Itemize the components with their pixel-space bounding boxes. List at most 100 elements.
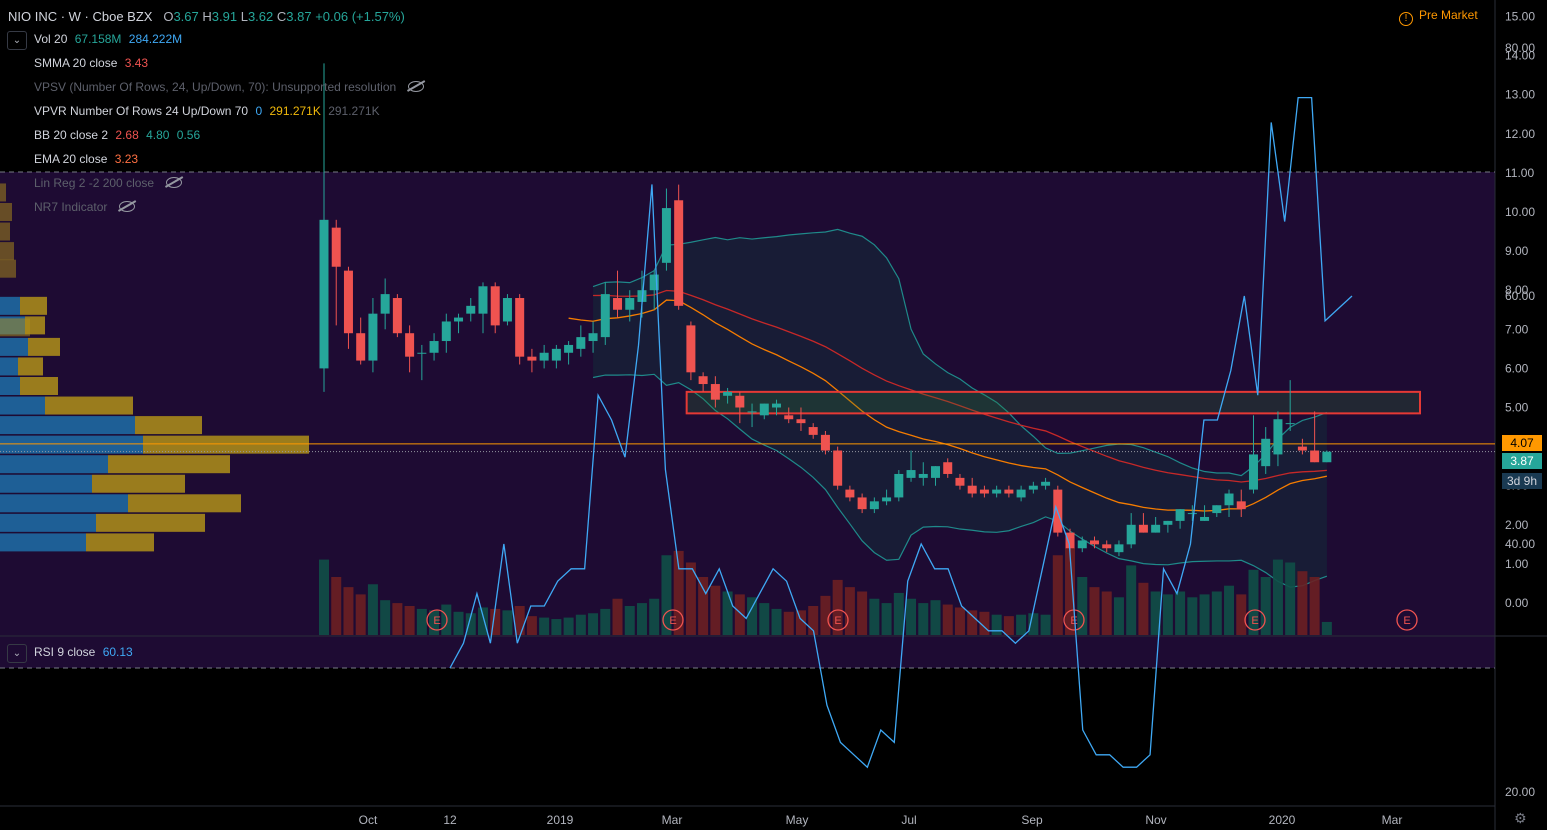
collapse-rsi-button[interactable]: ⌄ bbox=[7, 644, 27, 663]
candle-body bbox=[820, 434, 830, 451]
volume-bar bbox=[1211, 591, 1222, 635]
low-label: L bbox=[240, 9, 248, 24]
smma-value: 3.43 bbox=[124, 56, 149, 70]
legend-vol[interactable]: Vol 20 67.158M 284.222M bbox=[34, 32, 186, 46]
candle-body bbox=[576, 337, 586, 349]
vpvr-up-bar bbox=[0, 357, 18, 376]
candle-body bbox=[1200, 516, 1210, 521]
gear-icon[interactable]: ⚙ bbox=[1514, 810, 1527, 826]
earnings-marker bbox=[1396, 609, 1418, 631]
volume-bar bbox=[575, 614, 586, 635]
candle-body bbox=[515, 298, 525, 357]
hidden-eye-icon[interactable] bbox=[166, 177, 183, 188]
hidden-eye-icon[interactable] bbox=[119, 201, 136, 212]
earnings-marker bbox=[426, 609, 448, 631]
candle-body bbox=[967, 485, 977, 494]
volume-bar bbox=[636, 603, 647, 635]
price-tick-label: 2.00 bbox=[1505, 518, 1529, 532]
candle-body bbox=[661, 208, 671, 263]
rsi-tick-label: 20.00 bbox=[1505, 785, 1535, 799]
rsi-name: RSI 9 close bbox=[34, 645, 96, 659]
candle-body bbox=[588, 333, 598, 342]
candle-body bbox=[674, 200, 684, 306]
vpvr-up-bar bbox=[0, 396, 45, 415]
volume-bar bbox=[1272, 559, 1283, 635]
volume-bar bbox=[1040, 614, 1051, 635]
candle-body bbox=[808, 427, 818, 435]
candle-body bbox=[882, 497, 892, 502]
legend-vpsv[interactable]: VPSV (Number Of Rows, 24, Up/Down, 70): … bbox=[34, 80, 428, 94]
volume-bar bbox=[844, 587, 855, 635]
time-tick-label: May bbox=[786, 813, 809, 827]
hidden-eye-icon[interactable] bbox=[408, 81, 425, 92]
volume-bar bbox=[1003, 616, 1014, 635]
volume-bar bbox=[392, 603, 403, 635]
volume-bar bbox=[673, 550, 684, 635]
vpvr-down-bar bbox=[18, 357, 43, 376]
vpvr-name: VPVR Number Of Rows 24 Up/Down 70 bbox=[34, 104, 249, 118]
price-tick-label: 0.00 bbox=[1505, 596, 1529, 610]
volume-bar bbox=[1126, 565, 1137, 635]
bb-name: BB 20 close 2 bbox=[34, 128, 109, 142]
legend-ema[interactable]: EMA 20 close 3.23 bbox=[34, 152, 142, 166]
volume-bar bbox=[343, 587, 354, 635]
vpvr-down-bar bbox=[0, 259, 16, 278]
nr7-name: NR7 Indicator bbox=[34, 200, 108, 214]
symbol-title[interactable]: NIO INC · W · Cboe BZX bbox=[8, 9, 153, 24]
candle-body bbox=[686, 325, 696, 373]
price-tick-label: 7.00 bbox=[1505, 322, 1529, 336]
price-tick-label: 15.00 bbox=[1505, 10, 1535, 24]
earnings-marker-label: E bbox=[669, 615, 676, 627]
vpvr-value-3: 291.271K bbox=[328, 104, 380, 118]
bb-value-2: 4.80 bbox=[146, 128, 170, 142]
vpvr-down-bar bbox=[143, 435, 309, 454]
earnings-marker bbox=[827, 609, 849, 631]
close-label: C bbox=[276, 9, 287, 24]
volume-bar bbox=[698, 577, 709, 635]
candle-body bbox=[1212, 505, 1222, 514]
candle-body bbox=[1126, 524, 1136, 545]
volume-bar bbox=[808, 606, 819, 635]
time-tick-label: Sep bbox=[1021, 813, 1043, 827]
price-tick-label: 8.00 bbox=[1505, 283, 1529, 297]
candle-body bbox=[1273, 419, 1283, 455]
volume-bar bbox=[722, 591, 733, 635]
candle-body bbox=[869, 501, 879, 510]
candle-body bbox=[857, 497, 867, 510]
volume-bar bbox=[453, 611, 464, 635]
legend-bb[interactable]: BB 20 close 2 2.68 4.80 0.56 bbox=[34, 128, 204, 142]
current-price-tag: 3.87 bbox=[1502, 453, 1542, 469]
vol-value-1: 67.158M bbox=[74, 32, 122, 46]
vpvr-down-bar bbox=[0, 203, 12, 221]
legend-rsi[interactable]: RSI 9 close 60.13 bbox=[34, 645, 137, 659]
candle-body bbox=[1248, 454, 1258, 490]
vpvr-up-bar bbox=[0, 337, 28, 356]
volume-bar bbox=[783, 611, 794, 635]
volume-bar bbox=[661, 555, 672, 635]
candle-body bbox=[649, 274, 659, 291]
pre-market-status[interactable]: ! Pre Market bbox=[1399, 8, 1478, 26]
vpvr-down-bar bbox=[0, 242, 14, 261]
collapse-legend-button[interactable]: ⌄ bbox=[7, 31, 27, 50]
volume-bar bbox=[1187, 597, 1198, 635]
price-tick-label: 12.00 bbox=[1505, 127, 1535, 141]
legend-linreg[interactable]: Lin Reg 2 -2 200 close bbox=[34, 176, 186, 190]
candle-body bbox=[1151, 524, 1161, 533]
ema-name: EMA 20 close bbox=[34, 152, 108, 166]
volume-bar bbox=[1321, 621, 1332, 635]
time-tick-label: Mar bbox=[662, 813, 683, 827]
volume-bar bbox=[1248, 569, 1259, 635]
legend-nr7[interactable]: NR7 Indicator bbox=[34, 200, 139, 214]
vpvr-down-bar bbox=[135, 416, 202, 435]
vpvr-down-bar bbox=[28, 337, 60, 356]
volume-bar bbox=[563, 617, 574, 635]
rsi-tick-label: 60.00 bbox=[1505, 289, 1535, 303]
volume-bar bbox=[649, 598, 660, 635]
volume-bar bbox=[416, 608, 427, 635]
time-tick-label: 2020 bbox=[1269, 813, 1296, 827]
vpvr-down-bar bbox=[92, 474, 185, 493]
legend-smma[interactable]: SMMA 20 close 3.43 bbox=[34, 56, 152, 70]
legend-vpvr[interactable]: VPVR Number Of Rows 24 Up/Down 70 0 291.… bbox=[34, 104, 384, 118]
candle-body bbox=[1163, 520, 1173, 525]
